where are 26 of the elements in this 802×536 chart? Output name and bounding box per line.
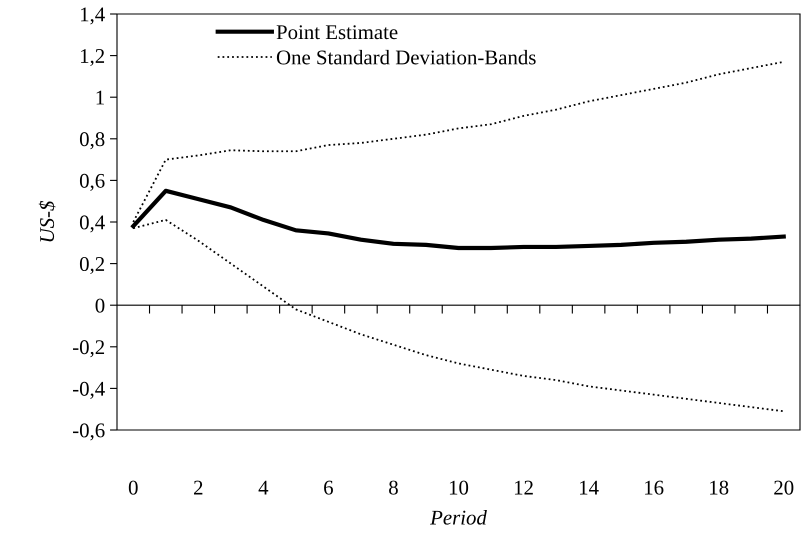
x-tick-label: 18	[710, 480, 728, 495]
x-tick-label: 4	[258, 480, 268, 494]
y-tick-label: 0,6	[80, 174, 105, 191]
x-tick-label: 0	[128, 480, 138, 495]
y-tick-label: 1,4	[80, 7, 105, 24]
x-tick-label: 12	[514, 480, 533, 494]
y-tick-label: 0,2	[80, 256, 104, 274]
y-tick-label: 0,4	[80, 215, 105, 232]
x-tick-label: 6	[324, 480, 333, 495]
x-tick-label: 10	[450, 480, 468, 495]
x-axis-title: Period	[430, 510, 487, 525]
y-tick-label: 0	[96, 298, 104, 313]
legend-label: One Standard Deviation-Bands	[276, 50, 536, 64]
y-tick-label: -0,4	[72, 382, 105, 399]
y-tick-label: 1	[96, 90, 104, 104]
x-tick-label: 8	[389, 480, 398, 495]
y-axis-title: US-$	[38, 200, 56, 242]
y-tick-label: -0,6	[72, 423, 105, 440]
legend-label: Point Estimate	[276, 25, 398, 40]
x-tick-label: 20	[774, 480, 794, 495]
x-tick-label: 16	[645, 480, 664, 495]
x-tick-label: 14	[580, 480, 599, 494]
y-tick-label: -0,2	[72, 340, 104, 358]
y-tick-label: 0,8	[80, 132, 104, 150]
x-tick-label: 2	[194, 480, 202, 494]
y-tick-label: 1,2	[80, 49, 104, 66]
